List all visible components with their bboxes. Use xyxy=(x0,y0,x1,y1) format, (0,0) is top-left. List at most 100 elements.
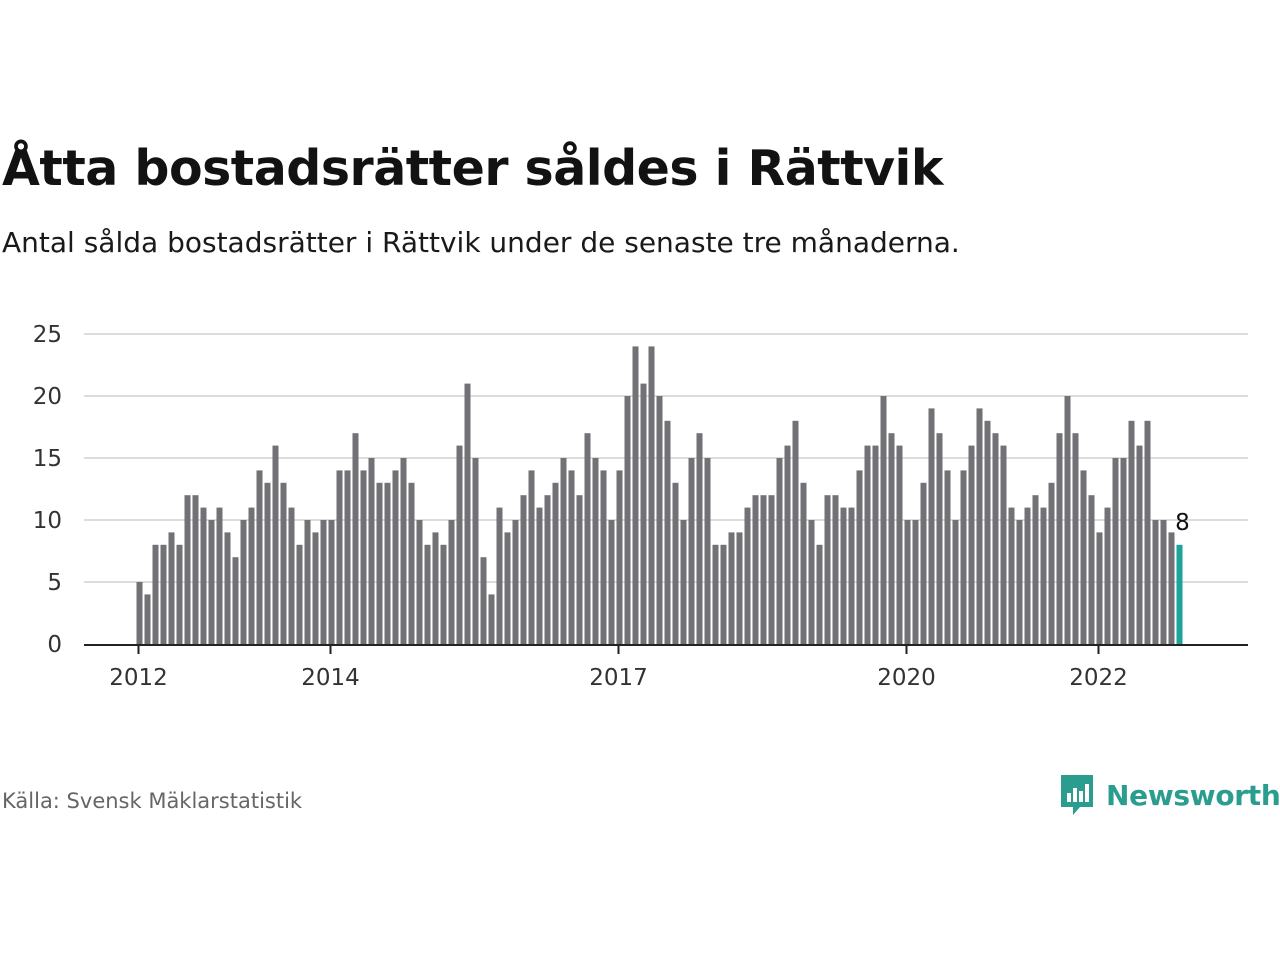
bar xyxy=(184,495,191,644)
bar xyxy=(488,594,495,644)
bar xyxy=(400,458,407,644)
bar xyxy=(688,458,695,644)
bar-highlight xyxy=(1176,544,1183,644)
bar xyxy=(264,482,271,644)
bar xyxy=(1128,420,1135,644)
bar xyxy=(608,520,615,644)
bar xyxy=(592,458,599,644)
bar xyxy=(192,495,199,644)
bar xyxy=(776,458,783,644)
bar xyxy=(240,520,247,644)
bar xyxy=(1112,458,1119,644)
bar xyxy=(1000,445,1007,644)
bar xyxy=(968,445,975,644)
bar xyxy=(1008,507,1015,644)
bar xyxy=(744,507,751,644)
bar xyxy=(576,495,583,644)
bar xyxy=(856,470,863,644)
bar xyxy=(1056,433,1063,644)
bar xyxy=(904,520,911,644)
bar xyxy=(920,482,927,644)
newsworthy-logo: Newsworthy xyxy=(1058,772,1280,818)
bar xyxy=(208,520,215,644)
bar xyxy=(1096,532,1103,644)
bar xyxy=(680,520,687,644)
bar xyxy=(1168,532,1175,644)
bar xyxy=(792,420,799,644)
bar xyxy=(648,346,655,644)
bar xyxy=(808,520,815,644)
bar xyxy=(472,458,479,644)
bar xyxy=(440,544,447,644)
bar xyxy=(656,396,663,644)
bar xyxy=(1104,507,1111,644)
bar xyxy=(712,544,719,644)
bar xyxy=(504,532,511,644)
bar xyxy=(552,482,559,644)
bar xyxy=(736,532,743,644)
bar xyxy=(568,470,575,644)
bar xyxy=(312,532,319,644)
bar xyxy=(1024,507,1031,644)
bar xyxy=(888,433,895,644)
bar xyxy=(696,433,703,644)
bar xyxy=(1048,482,1055,644)
bar xyxy=(720,544,727,644)
bar xyxy=(368,458,375,644)
bar xyxy=(328,520,335,644)
bar xyxy=(416,520,423,644)
bar xyxy=(616,470,623,644)
bar xyxy=(1032,495,1039,644)
bar xyxy=(992,433,999,644)
bar xyxy=(408,482,415,644)
bar xyxy=(632,346,639,644)
bar xyxy=(640,383,647,644)
bar xyxy=(280,482,287,644)
bar xyxy=(1152,520,1159,644)
y-tick-label: 20 xyxy=(33,384,62,410)
bar xyxy=(344,470,351,644)
bar xyxy=(224,532,231,644)
bar xyxy=(320,520,327,644)
bar xyxy=(360,470,367,644)
bar xyxy=(512,520,519,644)
bars xyxy=(136,346,1183,644)
bar xyxy=(560,458,567,644)
bar xyxy=(1080,470,1087,644)
bar xyxy=(544,495,551,644)
bar xyxy=(520,495,527,644)
bar xyxy=(456,445,463,644)
bar-chart: 0 5 10 15 20 25 2012 2014 2017 2020 2022 8 xyxy=(33,322,1248,691)
bar xyxy=(1136,445,1143,644)
bar xyxy=(928,408,935,644)
annotation: 8 xyxy=(1175,510,1190,536)
bar xyxy=(848,507,855,644)
bar xyxy=(168,532,175,644)
x-tick-label: 2020 xyxy=(877,665,936,691)
x-tick-label: 2012 xyxy=(109,665,168,691)
bar xyxy=(336,470,343,644)
y-tick-label: 0 xyxy=(47,632,62,658)
bar xyxy=(1064,396,1071,644)
bar xyxy=(1144,420,1151,644)
bar xyxy=(392,470,399,644)
bar xyxy=(864,445,871,644)
bar xyxy=(832,495,839,644)
bar xyxy=(304,520,311,644)
bar xyxy=(816,544,823,644)
bar xyxy=(664,420,671,644)
bar xyxy=(528,470,535,644)
bar xyxy=(464,383,471,644)
x-axis: 2012 2014 2017 2020 2022 xyxy=(84,644,1248,691)
x-tick-label: 2017 xyxy=(589,665,648,691)
bar xyxy=(768,495,775,644)
y-tick-label: 15 xyxy=(33,446,62,472)
bar xyxy=(352,433,359,644)
bar xyxy=(728,532,735,644)
bar xyxy=(800,482,807,644)
bar xyxy=(936,433,943,644)
bar xyxy=(424,544,431,644)
bar xyxy=(896,445,903,644)
bar xyxy=(1040,507,1047,644)
bar xyxy=(944,470,951,644)
